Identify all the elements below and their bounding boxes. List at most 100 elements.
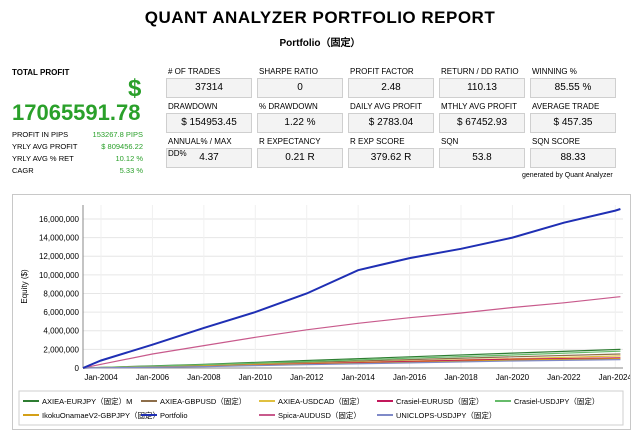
stat-value: 1.22 % xyxy=(257,113,343,133)
summary-value: 5.33 % xyxy=(119,166,143,175)
legend-label: AXIEA-USDCAD（固定） xyxy=(278,396,364,406)
stat-label: % DRAWDOWN xyxy=(259,102,318,111)
total-profit-value: 17065591.78 xyxy=(12,100,141,125)
summary-value: $ 809456.22 xyxy=(101,142,143,151)
stat-label: R EXP SCORE xyxy=(350,137,405,146)
legend-label: AXIEA-GBPUSD（固定） xyxy=(160,396,246,406)
series-line xyxy=(82,359,621,369)
stat-value: $ 67452.93 xyxy=(439,113,525,133)
x-tick-label: Jan-2024 xyxy=(599,373,630,382)
stat-sharpe: SHARPE RATIO 0 xyxy=(257,66,343,104)
x-tick-label: Jan-2018 xyxy=(444,373,478,382)
stat-return-dd: RETURN / DD RATIO 110.13 xyxy=(439,66,525,104)
dollar-sign: $ xyxy=(128,75,142,102)
legend-label: Crasiel-USDJPY（固定） xyxy=(514,396,599,406)
y-tick-label: 16,000,000 xyxy=(39,215,80,224)
summary-label: YRLY AVG PROFIT xyxy=(12,142,78,151)
stat-label: ANNUAL% / MAX DD% xyxy=(168,137,232,158)
y-tick-label: 6,000,000 xyxy=(43,308,79,317)
stat-r-expectancy: R EXPECTANCY 0.21 R xyxy=(257,136,343,174)
profit-summary: PROFIT IN PIPS 153267.8 PIPS YRLY AVG PRO… xyxy=(12,129,143,177)
stat-value: 0 xyxy=(257,78,343,98)
stat-value: 379.62 R xyxy=(348,148,434,168)
stat-value: $ 154953.45 xyxy=(166,113,252,133)
total-profit-label: TOTAL PROFIT xyxy=(12,68,70,77)
y-tick-label: 2,000,000 xyxy=(43,345,79,354)
x-tick-label: Jan-2010 xyxy=(239,373,273,382)
x-tick-label: Jan-2006 xyxy=(136,373,170,382)
legend-label: Portfolio xyxy=(160,411,188,420)
y-tick-label: 8,000,000 xyxy=(43,289,79,298)
stat-label: # OF TRADES xyxy=(168,67,221,76)
x-tick-label: Jan-2020 xyxy=(496,373,530,382)
stat-label: PROFIT FACTOR xyxy=(350,67,414,76)
stat-value: $ 457.35 xyxy=(530,113,616,133)
x-tick-label: Jan-2004 xyxy=(84,373,118,382)
generated-by: generated by Quant Analyzer xyxy=(522,172,613,179)
stat-label: R EXPECTANCY xyxy=(259,137,321,146)
profit-summary-row: PROFIT IN PIPS 153267.8 PIPS xyxy=(12,129,143,141)
stat-label: SQN xyxy=(441,137,459,146)
y-tick-label: 12,000,000 xyxy=(39,252,80,261)
summary-label: YRLY AVG % RET xyxy=(12,154,74,163)
y-tick-label: 0 xyxy=(75,364,80,373)
profit-summary-row: YRLY AVG % RET 10.12 % xyxy=(12,153,143,165)
stat-label: RETURN / DD RATIO xyxy=(441,67,519,76)
stat-sqn: SQN 53.8 xyxy=(439,136,525,174)
x-tick-label: Jan-2022 xyxy=(547,373,581,382)
stat-value: $ 2783.04 xyxy=(348,113,434,133)
report-subtitle: Portfolio（固定） xyxy=(279,38,361,49)
stat-label: WINNING % xyxy=(532,67,577,76)
stat-avg-trade: AVERAGE TRADE $ 457.35 xyxy=(530,101,616,139)
report-title: QUANT ANALYZER PORTFOLIO REPORT xyxy=(144,8,496,27)
stat-label: DAILY AVG PROFIT xyxy=(350,102,423,111)
y-tick-label: 14,000,000 xyxy=(39,234,80,243)
summary-value: 10.12 % xyxy=(115,154,143,163)
legend-label: Crasiel-EURUSD（固定） xyxy=(396,396,484,406)
stat-value: 53.8 xyxy=(439,148,525,168)
stat-pct-drawdown: % DRAWDOWN 1.22 % xyxy=(257,101,343,139)
legend-label: IkokuOnamaeV2-GBPJPY（固定） xyxy=(42,410,160,420)
summary-value: 153267.8 PIPS xyxy=(92,130,143,139)
stat-label: MTHLY AVG PROFIT xyxy=(441,102,518,111)
x-tick-label: Jan-2014 xyxy=(341,373,375,382)
profit-summary-row: CAGR 5.33 % xyxy=(12,165,143,177)
equity-chart: 0 2,000,000 4,000,000 6,000,000 8,000,000 10,… xyxy=(12,194,633,430)
x-tick-label: Jan-2016 xyxy=(393,373,427,382)
series-line xyxy=(82,350,621,369)
stat-value: 0.21 R xyxy=(257,148,343,168)
stat-label: SQN SCORE xyxy=(532,137,581,146)
stat-daily-avg: DAILY AVG PROFIT $ 2783.04 xyxy=(348,101,434,139)
stat-value: 110.13 xyxy=(439,78,525,98)
summary-label: CAGR xyxy=(12,166,34,175)
stat-value: 2.48 xyxy=(348,78,434,98)
stat-label: AVERAGE TRADE xyxy=(532,102,600,111)
stat-value: 37314 xyxy=(166,78,252,98)
y-tick-label: 10,000,000 xyxy=(39,271,80,280)
legend-label: Spica-AUDUSD（固定） xyxy=(278,410,361,420)
summary-label: PROFIT IN PIPS xyxy=(12,130,69,139)
stat-drawdown: DRAWDOWN $ 154953.45 xyxy=(166,101,252,139)
legend-label: UNICLOPS-USDJPY（固定） xyxy=(396,410,496,420)
equity-chart-svg: 0 2,000,000 4,000,000 6,000,000 8,000,000 10,… xyxy=(18,205,633,426)
stat-monthly-avg: MTHLY AVG PROFIT $ 67452.93 xyxy=(439,101,525,139)
stat-annual-maxdd: ANNUAL% / MAX DD% 4.37 xyxy=(166,136,252,174)
stat-winning: WINNING % 85.55 % xyxy=(530,66,616,104)
stat-value: 4.37 xyxy=(166,148,252,168)
stat-r-exp-score: R EXP SCORE 379.62 R xyxy=(348,136,434,174)
y-axis-label: Equity ($) xyxy=(20,269,29,304)
series-line xyxy=(82,296,621,369)
legend-box xyxy=(18,390,624,426)
stat-label: DRAWDOWN xyxy=(168,102,218,111)
legend-label: AXIEA-EURJPY（固定）M xyxy=(42,396,132,406)
stat-trades: # OF TRADES 37314 xyxy=(166,66,252,104)
x-tick-label: Jan-2012 xyxy=(290,373,324,382)
stat-label: SHARPE RATIO xyxy=(259,67,318,76)
x-tick-label: Jan-2008 xyxy=(187,373,221,382)
stat-sqn-score: SQN SCORE 88.33 xyxy=(530,136,616,174)
stat-value: 88.33 xyxy=(530,148,616,168)
profit-summary-row: YRLY AVG PROFIT $ 809456.22 xyxy=(12,141,143,153)
stat-profit-factor: PROFIT FACTOR 2.48 xyxy=(348,66,434,104)
stat-value: 85.55 % xyxy=(530,78,616,98)
series-line xyxy=(82,208,621,369)
